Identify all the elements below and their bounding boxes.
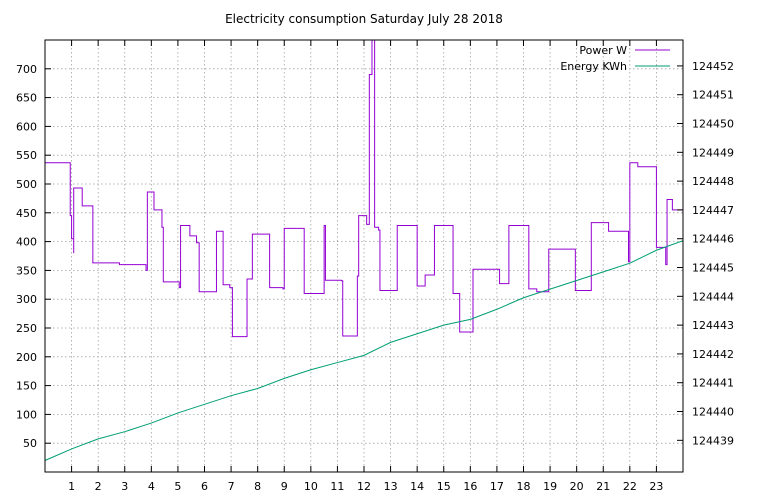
x-tick-label: 23: [649, 480, 663, 493]
y2-tick-label: 124445: [692, 262, 734, 275]
x-tick-label: 13: [384, 480, 398, 493]
y-tick-label: 450: [16, 207, 37, 220]
chart-title: Electricity consumption Saturday July 28…: [225, 12, 503, 26]
y-tick-label: 600: [16, 120, 37, 133]
y-tick-label: 650: [16, 92, 37, 105]
x-tick-label: 21: [596, 480, 610, 493]
x-tick-label: 22: [623, 480, 637, 493]
x-tick-label: 16: [463, 480, 477, 493]
y2-tick-label: 124450: [692, 118, 734, 131]
y2-tick-label: 124446: [692, 233, 734, 246]
plot-area: [45, 40, 683, 461]
legend: Power W Energy KWh: [560, 44, 670, 73]
y-tick-label: 150: [16, 380, 37, 393]
y2-tick-label: 124451: [692, 89, 734, 102]
x-tick-label: 10: [304, 480, 318, 493]
y-tick-label: 250: [16, 322, 37, 335]
y-tick-label: 350: [16, 264, 37, 277]
series-line-power: [45, 40, 683, 338]
x-tick-label: 11: [330, 480, 344, 493]
x-tick-label: 5: [174, 480, 181, 493]
x-tick-label: 4: [148, 480, 155, 493]
y2-tick-label: 124444: [692, 290, 734, 303]
x-tick-label: 20: [570, 480, 584, 493]
x-axis: 1 2 3 4 5 6 7 8 9 10 11 12 13 14 15 16 17 18 19 20 21 22 23: [68, 40, 663, 493]
y2-tick-label: 124449: [692, 146, 734, 159]
x-tick-label: 19: [543, 480, 557, 493]
y-tick-label: 50: [23, 437, 37, 450]
y-tick-label: 500: [16, 178, 37, 191]
y-tick-label: 700: [16, 63, 37, 76]
y2-tick-label: 124448: [692, 175, 734, 188]
y2-tick-label: 124440: [692, 406, 734, 419]
x-tick-label: 14: [410, 480, 424, 493]
y-axis-right: 124439 124440 124441 124442 124443 124444 1244…: [677, 60, 734, 447]
y-tick-label: 400: [16, 236, 37, 249]
y-tick-label: 550: [16, 149, 37, 162]
legend-label: Power W: [579, 44, 627, 57]
x-tick-label: 17: [490, 480, 504, 493]
y-tick-label: 100: [16, 408, 37, 421]
legend-label: Energy KWh: [560, 60, 627, 73]
y2-tick-label: 124439: [692, 434, 734, 447]
y2-tick-label: 124443: [692, 319, 734, 332]
x-tick-label: 15: [437, 480, 451, 493]
grid: [45, 40, 683, 472]
y2-tick-label: 124442: [692, 348, 734, 361]
x-tick-label: 9: [281, 480, 288, 493]
series-line-energy: [45, 240, 683, 461]
x-tick-label: 18: [517, 480, 531, 493]
y-tick-label: 300: [16, 293, 37, 306]
x-tick-label: 8: [254, 480, 261, 493]
x-tick-label: 7: [228, 480, 235, 493]
x-tick-label: 6: [201, 480, 208, 493]
y2-tick-label: 124447: [692, 204, 734, 217]
y2-tick-label: 124441: [692, 377, 734, 390]
y-tick-label: 200: [16, 351, 37, 364]
x-tick-label: 2: [95, 480, 102, 493]
y-axis-left: 50 100 150 200 250 300 350 400 450 500 550 600 650 70…: [16, 63, 51, 450]
y2-tick-label: 124452: [692, 60, 734, 73]
x-tick-label: 12: [357, 480, 371, 493]
x-tick-label: 1: [68, 480, 75, 493]
x-tick-label: 3: [121, 480, 128, 493]
